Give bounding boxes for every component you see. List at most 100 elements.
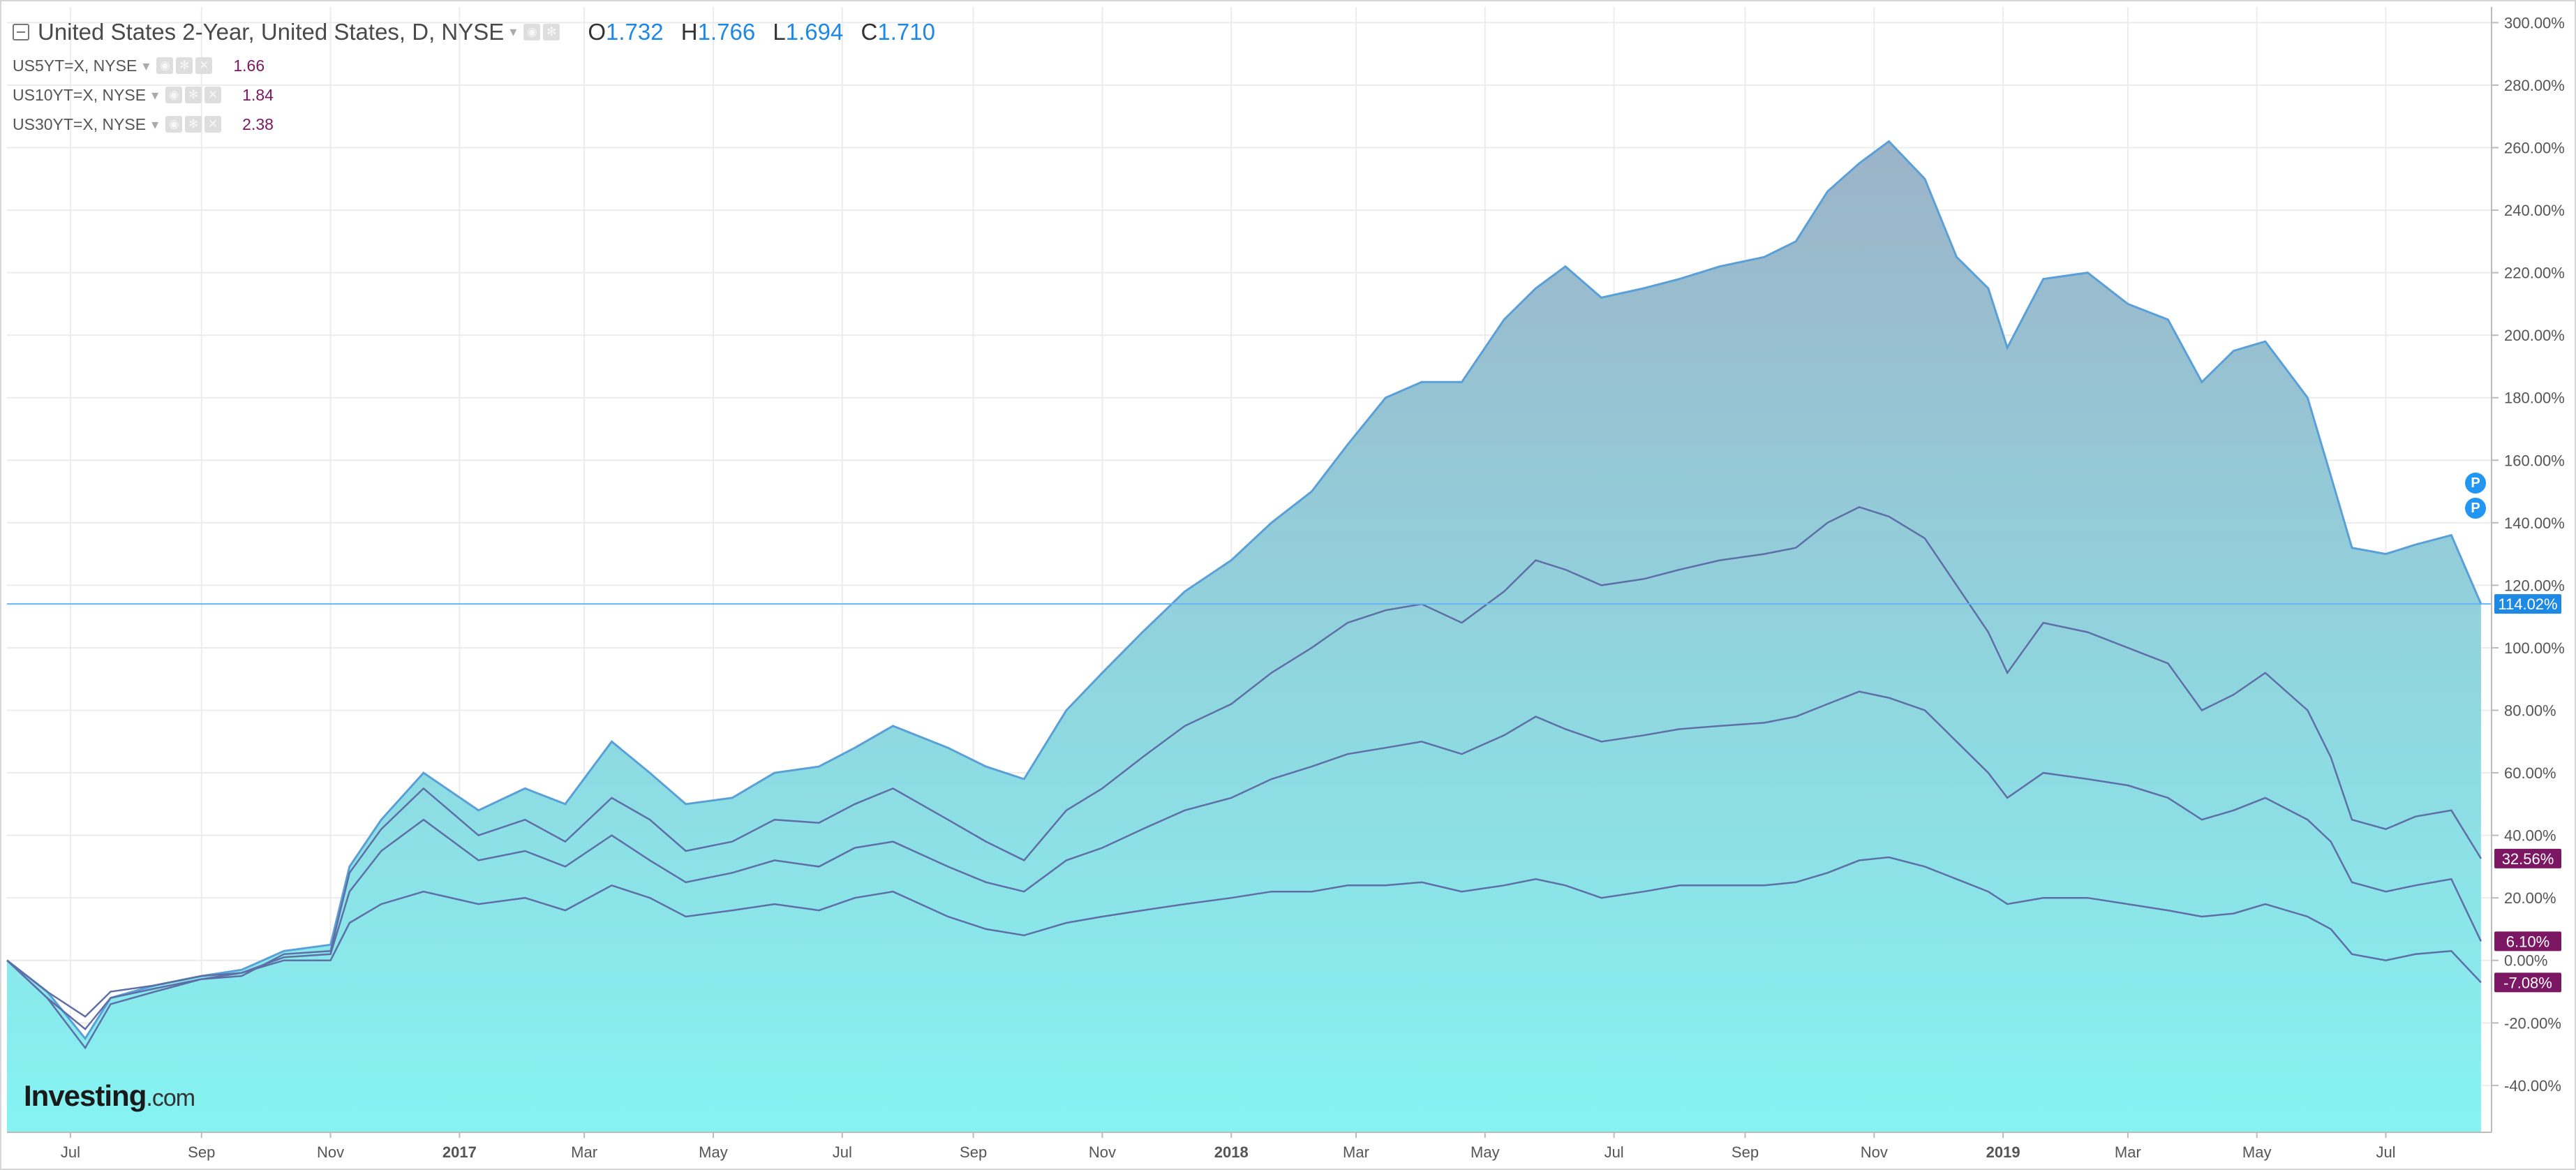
ohlc-open-value: 1.732	[606, 18, 664, 45]
x-tick-label: 2017	[442, 1143, 477, 1161]
event-marker-label: P	[2471, 475, 2480, 491]
legend-row-us10y[interactable]: US10YT=X, NYSE ▾ ◉ ✻ ✕ 1.84	[13, 80, 935, 110]
investing-logo: Investing.com	[24, 1079, 195, 1113]
last-value-label: 32.56%	[2502, 850, 2554, 868]
last-value-label: 6.10%	[2506, 933, 2549, 950]
series-line-us10ytx	[6, 690, 2482, 1030]
close-icon[interactable]: ✕	[204, 87, 222, 103]
y-tick-label: 140.00%	[2504, 514, 2565, 532]
legend-symbol: US30YT=X, NYSE	[13, 114, 147, 133]
x-tick-label: Jul	[833, 1143, 852, 1161]
collapse-icon[interactable]	[13, 23, 29, 40]
eye-icon[interactable]: ◉	[156, 57, 174, 74]
close-icon[interactable]: ✕	[195, 57, 213, 74]
legend: United States 2-Year, United States, D, …	[13, 13, 935, 139]
y-tick-label: 0.00%	[2504, 952, 2547, 970]
event-marker-p[interactable]: P	[2465, 473, 2486, 494]
legend-symbol: US5YT=X, NYSE	[13, 56, 137, 75]
x-tick-label: Jul	[2376, 1143, 2395, 1161]
y-tick-label: 260.00%	[2504, 140, 2565, 157]
y-axis: 300.00% 280.00% 260.00% 240.00% 220.00% 200.0…	[2491, 7, 2565, 1132]
ohlc-low-key: L	[773, 18, 786, 45]
legend-value: 1.84	[242, 85, 274, 104]
y-tick-label: 180.00%	[2504, 390, 2565, 407]
series-line-us2y	[6, 140, 2482, 1041]
y-tick-label: 80.00%	[2504, 702, 2556, 720]
main-legend-row[interactable]: United States 2-Year, United States, D, …	[13, 13, 935, 51]
x-tick-label: Jul	[1605, 1143, 1624, 1161]
event-marker-p[interactable]: P	[2465, 498, 2486, 519]
last-value-badge	[2494, 594, 2561, 614]
x-tick-label: Jul	[61, 1143, 80, 1161]
x-tick-label: Mar	[2115, 1143, 2141, 1161]
ohlc-close-value: 1.710	[877, 18, 935, 45]
last-value-badges: 114.02% 32.56% 6.10% -7.08%	[2494, 594, 2561, 993]
x-tick-label: 2019	[1986, 1143, 2020, 1161]
y-tick-label: 20.00%	[2504, 889, 2556, 907]
x-axis: Jul Sep Nov 2017 Mar May Jul Sep Nov 2018 Mar May Ju…	[7, 1132, 2492, 1161]
event-marker-label: P	[2471, 501, 2480, 516]
series-area-us2y	[7, 141, 2481, 1132]
y-tick-label: 240.00%	[2504, 202, 2565, 219]
last-value-badge	[2494, 848, 2561, 868]
legend-symbol: US10YT=X, NYSE	[13, 85, 147, 104]
ohlc-low-value: 1.694	[785, 18, 844, 45]
y-tick-label: -20.00%	[2504, 1014, 2561, 1032]
ohlc-high-value: 1.766	[697, 18, 756, 45]
y-tick-label: -40.00%	[2504, 1077, 2561, 1095]
y-tick-label: 40.00%	[2504, 827, 2556, 845]
x-tick-label: Mar	[571, 1143, 597, 1161]
gear-icon[interactable]: ✻	[543, 23, 560, 40]
instrument-title: United States 2-Year, United States, D, …	[38, 18, 505, 45]
x-tick-label: May	[699, 1143, 728, 1161]
x-tick-label: May	[1471, 1143, 1500, 1161]
y-tick-label: 200.00%	[2504, 327, 2565, 344]
chevron-down-icon[interactable]: ▾	[151, 117, 159, 133]
y-tick-label: 160.00%	[2504, 452, 2565, 469]
eye-icon[interactable]: ◉	[523, 23, 541, 40]
gear-icon[interactable]: ✻	[185, 87, 202, 103]
logo-brand: Investing	[24, 1079, 147, 1112]
legend-value: 1.66	[233, 56, 265, 75]
legend-row-us5y[interactable]: US5YT=X, NYSE ▾ ◉ ✻ ✕ 1.66	[13, 51, 935, 80]
y-tick-label: 220.00%	[2504, 265, 2565, 282]
legend-value: 2.38	[242, 114, 274, 133]
x-tick-label: Sep	[1732, 1143, 1759, 1161]
x-tick-label: May	[2242, 1143, 2272, 1161]
ohlc-values: O1.732 H1.766 L1.694 C1.710	[576, 19, 935, 45]
y-tick-label: 300.00%	[2504, 14, 2565, 31]
x-tick-label: Nov	[1089, 1143, 1116, 1161]
x-tick-label: 2018	[1214, 1143, 1249, 1161]
series-group	[6, 140, 2482, 1132]
y-tick-label: 280.00%	[2504, 77, 2565, 94]
x-tick-label: Nov	[1861, 1143, 1888, 1161]
ohlc-close-key: C	[861, 18, 878, 45]
x-tick-label: Nov	[317, 1143, 344, 1161]
eye-icon[interactable]: ◉	[165, 116, 183, 133]
last-value-badge	[2494, 931, 2561, 951]
logo-suffix: .com	[146, 1085, 195, 1111]
series-line-us5ytx	[6, 506, 2482, 1050]
chevron-down-icon[interactable]: ▾	[142, 58, 150, 74]
chevron-down-icon[interactable]: ▾	[151, 87, 159, 103]
y-tick-label: 120.00%	[2504, 577, 2565, 594]
y-tick-label: 100.00%	[2504, 639, 2565, 657]
last-value-badge	[2494, 972, 2561, 993]
legend-row-us30y[interactable]: US30YT=X, NYSE ▾ ◉ ✻ ✕ 2.38	[13, 110, 935, 139]
y-tick-label: 60.00%	[2504, 764, 2556, 782]
x-tick-label: Sep	[960, 1143, 987, 1161]
last-value-label: -7.08%	[2503, 974, 2552, 991]
x-tick-label: Mar	[1343, 1143, 1369, 1161]
close-icon[interactable]: ✕	[204, 116, 222, 133]
gear-icon[interactable]: ✻	[176, 57, 193, 74]
ohlc-open-key: O	[588, 18, 606, 45]
chevron-down-icon[interactable]: ▾	[509, 24, 517, 40]
ohlc-high-key: H	[680, 18, 698, 45]
last-value-label: 114.02%	[2498, 595, 2557, 613]
gear-icon[interactable]: ✻	[185, 116, 202, 133]
x-tick-label: Sep	[188, 1143, 215, 1161]
eye-icon[interactable]: ◉	[165, 87, 183, 103]
